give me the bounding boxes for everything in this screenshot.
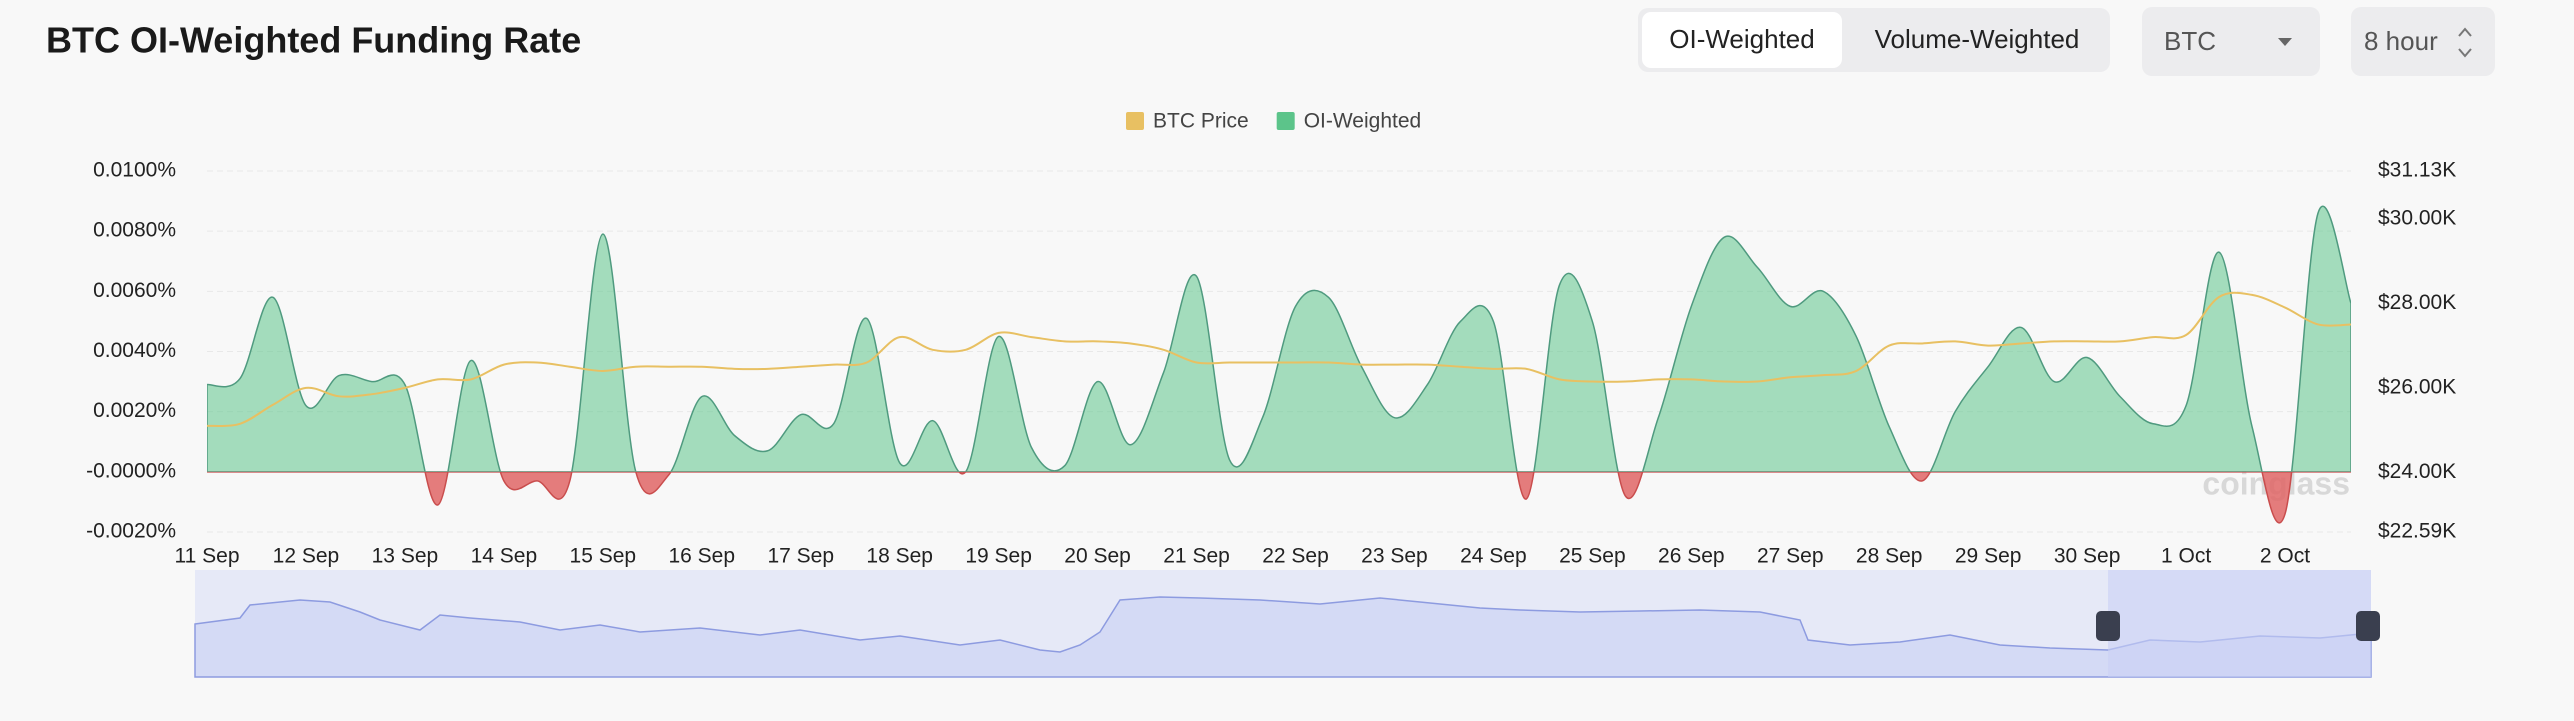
interval: 8 hour — [2364, 26, 2438, 56]
x-tick-label: 28 Sep — [1856, 545, 1923, 568]
y-tick-label: 0.0040% — [93, 339, 176, 362]
x-tick-label: 14 Sep — [471, 545, 538, 568]
symbol-select[interactable] — [2142, 7, 2320, 76]
x-tick-label: 13 Sep — [372, 545, 439, 568]
y-tick-label: 0.0080% — [93, 219, 176, 242]
x-tick-label: 23 Sep — [1361, 545, 1428, 568]
y-tick-label: 0.0100% — [93, 159, 176, 182]
y-tick-label: 0.0020% — [93, 399, 176, 422]
x-tick-label: 11 Sep — [175, 545, 240, 568]
x-tick-label: 19 Sep — [965, 545, 1032, 568]
area-positive — [207, 205, 2351, 472]
legend-label: BTC Price — [1153, 110, 1249, 133]
y-tick-label: -0.0000% — [86, 459, 176, 482]
navigator-handle[interactable] — [2096, 611, 2120, 641]
interval-select[interactable] — [2351, 7, 2495, 76]
dropdown-arrow — [2278, 38, 2292, 46]
y2-tick-label: $26.00K — [2378, 375, 2456, 398]
y2-tick-label: $28.00K — [2378, 291, 2456, 314]
x-tick-label: 25 Sep — [1559, 545, 1626, 568]
x-tick-label: 20 Sep — [1064, 545, 1131, 568]
page-title: BTC OI-Weighted Funding Rate — [46, 20, 581, 61]
x-tick-label: 21 Sep — [1163, 545, 1230, 568]
legend-swatch — [1126, 112, 1144, 130]
navigator-handle[interactable] — [2356, 611, 2380, 641]
spinner — [2458, 27, 2472, 58]
navigator-series — [194, 596, 2372, 678]
y2-tick-label: $30.00K — [2378, 206, 2456, 229]
legend-swatch — [1276, 112, 1295, 130]
x-tick-label: 29 Sep — [1955, 545, 2022, 568]
navigator-selection[interactable] — [2108, 570, 2371, 677]
tab-active[interactable] — [1642, 12, 1842, 68]
y2-tick-label: $22.59K — [2378, 520, 2456, 543]
x-tick-label: 27 Sep — [1757, 545, 1824, 568]
x-tick-label: 17 Sep — [767, 545, 834, 568]
x-tick-label: 22 Sep — [1262, 545, 1329, 568]
x-tick-label: 1 Oct — [2161, 545, 2211, 568]
y-tick-label: -0.0020% — [86, 520, 176, 543]
x-tick-label: 12 Sep — [273, 545, 340, 568]
x-tick-label: 26 Sep — [1658, 545, 1725, 568]
x-tick-label: 2 Oct — [2260, 545, 2310, 568]
y2-tick-label: $24.00K — [2378, 460, 2456, 483]
legend-label: OI-Weighted — [1304, 110, 1422, 133]
tab[interactable]: OI-Weighted — [1669, 24, 1814, 54]
price-line — [206, 291, 2352, 428]
tab[interactable]: Volume-Weighted — [1875, 24, 2080, 54]
navigator — [194, 570, 2380, 678]
y2-tick-label: $31.13K — [2378, 159, 2456, 182]
symbol: BTC — [2164, 26, 2216, 56]
x-tick-label: 24 Sep — [1460, 545, 1527, 568]
y-tick-label: 0.0060% — [93, 279, 176, 302]
x-tick-label: 16 Sep — [668, 545, 735, 568]
x-tick-label: 15 Sep — [570, 545, 637, 568]
x-tick-label: 18 Sep — [866, 545, 933, 568]
x-tick-label: 30 Sep — [2054, 545, 2121, 568]
